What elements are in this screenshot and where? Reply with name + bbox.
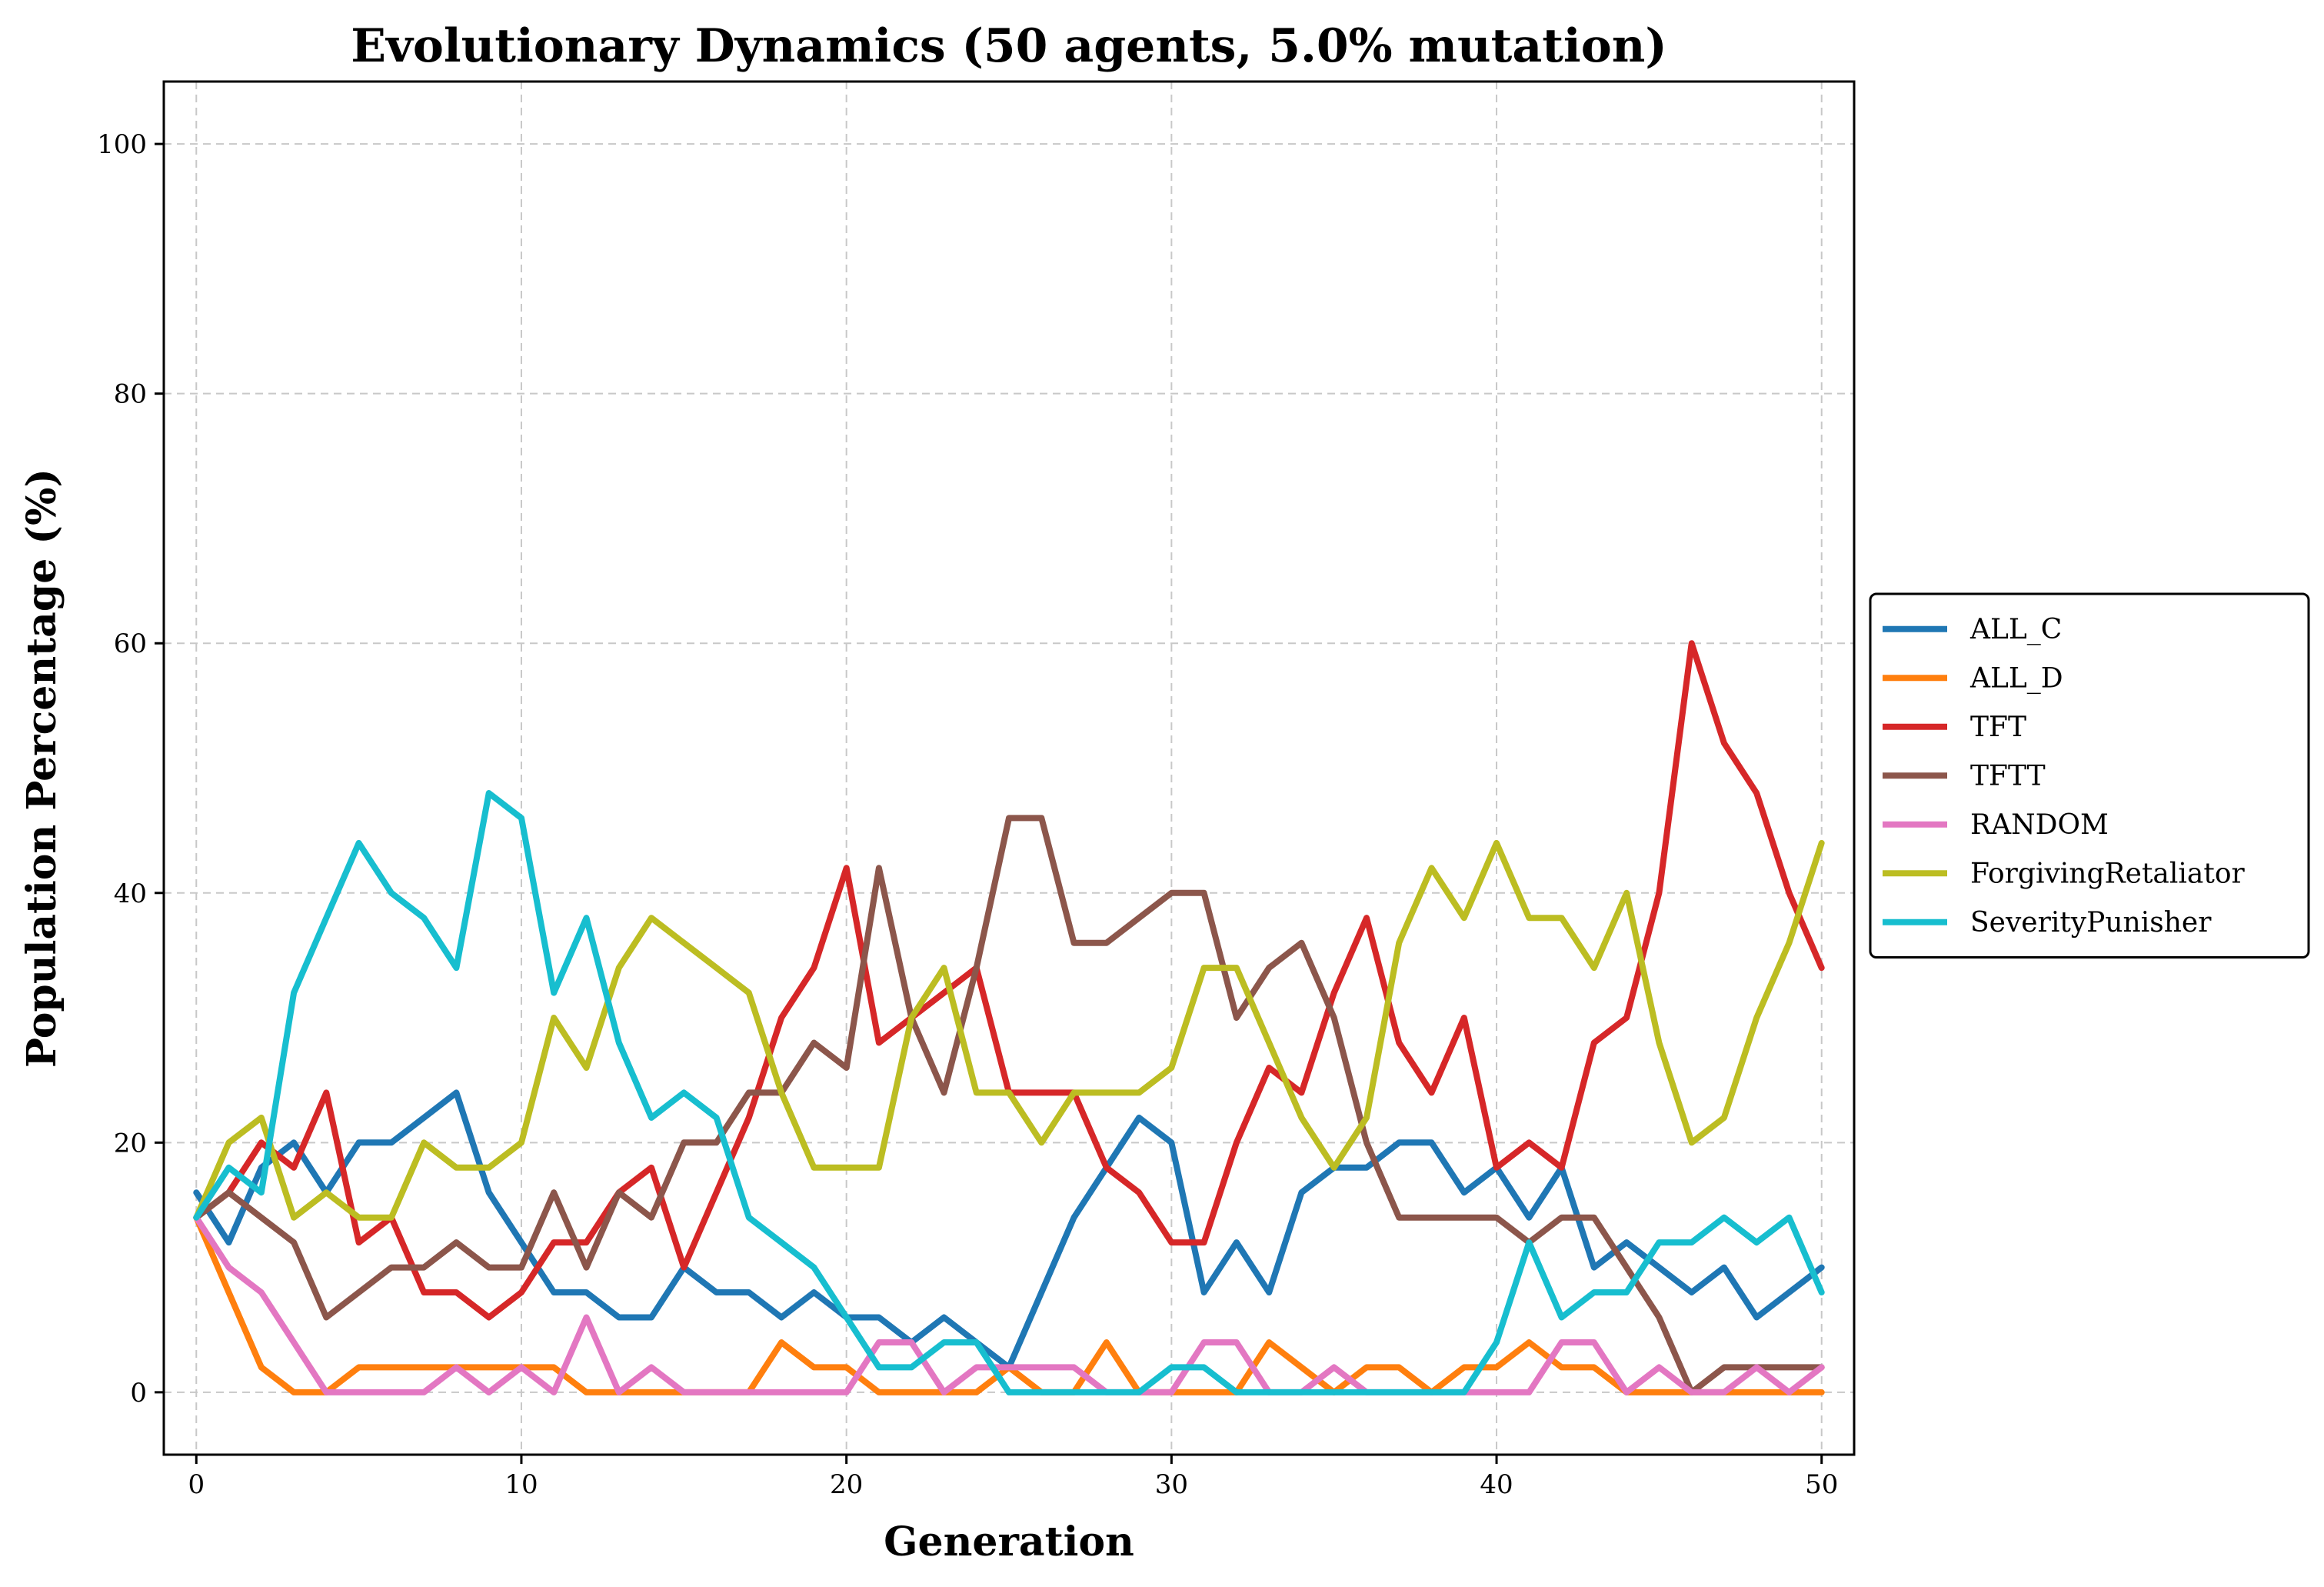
legend-box [1869,592,2310,959]
y-tick-label: 100 [97,129,147,160]
series-line-TFTT [193,815,1825,1395]
x-tick-label: 20 [830,1469,863,1500]
chart-title: Evolutionary Dynamics (50 agents, 5.0% m… [351,19,1667,73]
x-axis-label: Generation [884,1519,1134,1565]
x-tick-label: 0 [188,1469,205,1500]
y-tick-label: 80 [114,379,147,410]
x-tick-label: 50 [1805,1469,1838,1500]
legend-label: TFT [1970,712,2026,743]
y-tick-label: 0 [130,1378,147,1409]
series-line-SeverityPunisher [193,790,1825,1395]
series-line-ALL_C [193,1089,1825,1371]
axis-ticks: 0 10 20 30 40 50 0 20 40 60 80 100 [97,129,1838,1500]
legend-label: ALL_C [1969,614,2062,645]
legend: ALL_C ALL_D TFT TFTT RANDOM ForgivingRetaliat… [1869,592,2310,959]
legend-label: ForgivingRetaliator [1970,858,2246,889]
legend-label: ALL_D [1969,662,2063,694]
series-lines [193,640,1825,1395]
legend-label: SeverityPunisher [1970,907,2212,939]
y-tick-label: 60 [114,628,147,659]
y-tick-label: 20 [114,1128,147,1159]
y-axis-label: Population Percentage (%) [18,468,65,1068]
x-tick-label: 40 [1480,1469,1513,1500]
legend-label: TFTT [1970,760,2046,792]
series-line-ForgivingRetaliator [193,839,1825,1221]
y-tick-label: 40 [114,879,147,909]
grid [164,82,1854,1455]
plot-area-frame [162,80,1856,1456]
x-tick-label: 30 [1155,1469,1188,1500]
series-line-RANDOM [193,1214,1825,1395]
legend-label: RANDOM [1970,809,2109,841]
x-tick-label: 10 [504,1469,538,1500]
